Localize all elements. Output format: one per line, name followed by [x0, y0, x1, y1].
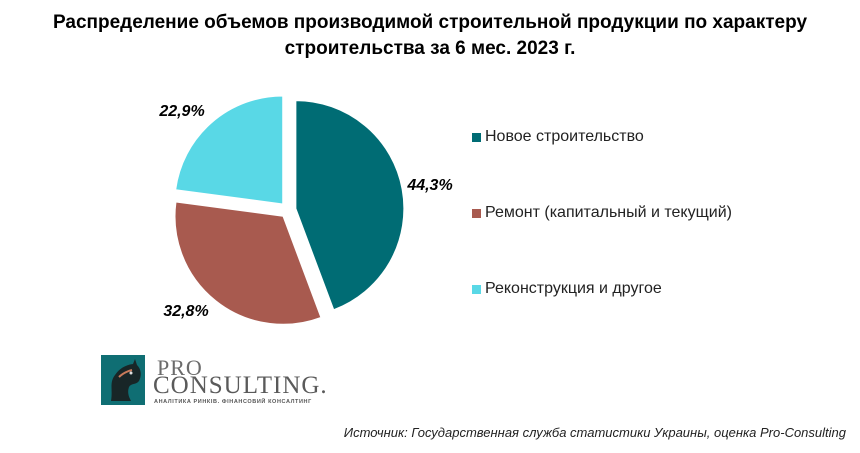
logo-tagline: АНАЛІТИКА РИНКІВ. ФІНАНСОВИЙ КОНСАЛТИНГ: [154, 399, 312, 405]
legend-swatch-new-construction: [472, 132, 481, 142]
data-label-new-construction: 44,3%: [406, 177, 452, 194]
chart-title-line-2: строительства за 6 мес. 2023 г.: [284, 38, 576, 59]
chart-title: Распределение объемов производимой строи…: [0, 10, 860, 62]
legend-item-reconstruction: Реконструкция и другое: [472, 280, 662, 298]
legend-label-reconstruction: Реконструкция и другое: [485, 280, 662, 297]
legend-item-new-construction: Новое строительство: [472, 128, 644, 146]
legend-label-new-construction: Новое строительство: [485, 128, 644, 145]
legend-swatch-reconstruction: [472, 284, 481, 294]
logo-text-consulting: CONSULTING.: [153, 372, 328, 399]
chart-title-line-1: Распределение объемов производимой строи…: [52, 12, 808, 33]
legend-swatch-repair: [472, 208, 481, 218]
pie-slice-reconstruction: [175, 95, 284, 205]
pro-consulting-logo: PRO CONSULTING. АНАЛІТИКА РИНКІВ. ФІНАНС…: [101, 355, 341, 410]
data-label-reconstruction: 22,9%: [158, 103, 204, 120]
horse-head-logo-icon: [101, 355, 145, 405]
logo-text-pro: PRO: [157, 355, 203, 380]
pie-slice-repair: [174, 201, 322, 325]
legend-label-repair: Ремонт (капитальный и текущий): [485, 204, 732, 221]
data-label-repair: 32,8%: [163, 303, 208, 320]
source-note: Источник: Государственная служба статист…: [343, 425, 846, 440]
legend-item-repair: Ремонт (капитальный и текущий): [472, 204, 732, 222]
pie-slice-new-construction: [295, 100, 405, 311]
